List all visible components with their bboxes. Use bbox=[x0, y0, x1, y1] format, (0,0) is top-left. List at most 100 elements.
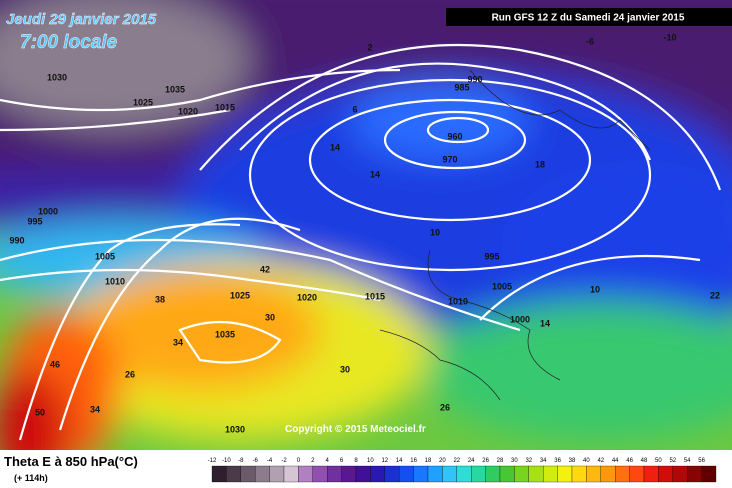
scale-tick-label: 12 bbox=[381, 458, 388, 464]
contour-label: 1005 bbox=[95, 251, 115, 261]
scale-swatch bbox=[701, 465, 717, 483]
contour-label: 1035 bbox=[215, 329, 235, 339]
contour-label: 14 bbox=[330, 142, 340, 152]
scale-swatch bbox=[586, 465, 601, 483]
scale-tick-label: 42 bbox=[597, 458, 604, 464]
contour-label: 34 bbox=[173, 337, 183, 347]
scale-swatch bbox=[413, 465, 429, 483]
contour-label: 34 bbox=[90, 404, 100, 414]
scale-swatch bbox=[456, 465, 472, 483]
scale-swatch bbox=[687, 465, 702, 483]
contour-label: 995 bbox=[27, 216, 42, 226]
legend-title: Theta E à 850 hPa(°C) bbox=[4, 454, 138, 469]
scale-tick-label: 36 bbox=[554, 458, 561, 464]
contour-label: 1010 bbox=[448, 296, 468, 306]
color-scale: -12 -10 -8 -6 -4 -2 0 2 4 6 8 10 12 14 16 18 20 22 24 26 28 3… bbox=[208, 458, 717, 483]
contour-label: 1005 bbox=[492, 281, 512, 291]
scale-tick-label: -12 bbox=[208, 458, 217, 464]
scale-tick-label: 22 bbox=[453, 458, 460, 464]
scale-swatch bbox=[658, 465, 673, 483]
scale-swatch bbox=[399, 465, 414, 483]
contour-label: 990 bbox=[467, 74, 482, 84]
contour-label: 1000 bbox=[510, 314, 530, 324]
scale-swatch bbox=[312, 465, 328, 483]
scale-tick-label: 0 bbox=[297, 458, 301, 464]
contour-label: 995 bbox=[484, 251, 499, 261]
scale-swatch bbox=[384, 465, 400, 483]
scale-tick-label: 18 bbox=[425, 458, 432, 464]
legend-lead: (+ 114h) bbox=[14, 473, 48, 483]
scale-tick-label: -6 bbox=[253, 458, 259, 464]
scale-tick-label: 32 bbox=[525, 458, 532, 464]
scale-tick-label: -10 bbox=[222, 458, 231, 464]
scale-swatch bbox=[327, 465, 342, 483]
contour-label: 1010 bbox=[105, 276, 125, 286]
contour-label: 1020 bbox=[297, 292, 317, 302]
scale-tick-label: 26 bbox=[482, 458, 489, 464]
scale-tick-label: -4 bbox=[267, 458, 273, 464]
scale-tick-label: 28 bbox=[497, 458, 504, 464]
scale-swatch bbox=[615, 465, 630, 483]
scale-tick-label: 16 bbox=[410, 458, 417, 464]
contour-label: 1000 bbox=[38, 206, 58, 216]
copyright: Copyright © 2015 Meteociel.fr bbox=[285, 424, 426, 435]
contour-label: -10 bbox=[663, 32, 676, 42]
contour-label: 1020 bbox=[178, 106, 198, 116]
scale-swatch bbox=[672, 465, 688, 483]
scale-tick-label: 2 bbox=[311, 458, 315, 464]
contour-label: 1025 bbox=[230, 290, 250, 300]
contour-label: 6 bbox=[352, 104, 357, 114]
run-box bbox=[446, 8, 732, 26]
contour-label: 10 bbox=[590, 284, 600, 294]
isobars bbox=[0, 43, 722, 441]
contour-label: 30 bbox=[265, 312, 275, 322]
scale-swatch bbox=[514, 465, 529, 483]
scale-swatch bbox=[269, 465, 285, 483]
scale-tick-label: 52 bbox=[669, 458, 676, 464]
contour-label: 14 bbox=[540, 318, 550, 328]
contour-label: 1030 bbox=[225, 424, 245, 434]
scale-swatch bbox=[442, 465, 457, 483]
scale-swatch bbox=[629, 465, 645, 483]
scale-tick-label: 6 bbox=[340, 458, 344, 464]
scale-tick-label: 48 bbox=[641, 458, 648, 464]
contour-label: 2 bbox=[367, 42, 372, 52]
time-text: 7:00 locale bbox=[20, 32, 118, 53]
scale-tick-label: 4 bbox=[326, 458, 330, 464]
scale-tick-label: 20 bbox=[439, 458, 446, 464]
run-text: Run GFS 12 Z du Samedi 24 janvier 2015 bbox=[492, 13, 685, 24]
scale-swatch bbox=[528, 465, 544, 483]
scale-tick-label: 30 bbox=[511, 458, 518, 464]
scale-swatch bbox=[571, 465, 587, 483]
contour-label: 970 bbox=[442, 154, 457, 164]
scale-tick-label: 24 bbox=[468, 458, 475, 464]
scale-tick-label: 40 bbox=[583, 458, 590, 464]
contour-label: 990 bbox=[9, 235, 24, 245]
scale-swatch bbox=[240, 465, 256, 483]
scale-swatch bbox=[370, 465, 385, 483]
date-text: Jeudi 29 janvier 2015 bbox=[6, 11, 157, 28]
contour-label: 1030 bbox=[47, 72, 67, 82]
scale-tick-label: -2 bbox=[281, 458, 287, 464]
contour-label: 960 bbox=[447, 131, 462, 141]
scale-swatch bbox=[298, 465, 313, 483]
contour-label: 985 bbox=[454, 82, 469, 92]
scale-tick-label: 56 bbox=[698, 458, 705, 464]
scale-swatch bbox=[499, 465, 515, 483]
contour-label: 38 bbox=[155, 294, 165, 304]
scale-tick-label: 8 bbox=[354, 458, 358, 464]
contour-label: 22 bbox=[710, 290, 720, 300]
scale-swatch bbox=[355, 465, 371, 483]
scale-swatch bbox=[283, 465, 299, 483]
contour-label: -6 bbox=[586, 36, 594, 46]
contour-label: 1035 bbox=[165, 84, 185, 94]
map-labels: 9609709859909951000100510101015102010251… bbox=[9, 32, 720, 434]
scale-tick-label: 14 bbox=[396, 458, 403, 464]
contour-label: 46 bbox=[50, 359, 60, 369]
scale-tick-label: 54 bbox=[684, 458, 691, 464]
scale-tick-label: 50 bbox=[655, 458, 662, 464]
contour-label: 42 bbox=[260, 264, 270, 274]
scale-swatch bbox=[557, 465, 573, 483]
